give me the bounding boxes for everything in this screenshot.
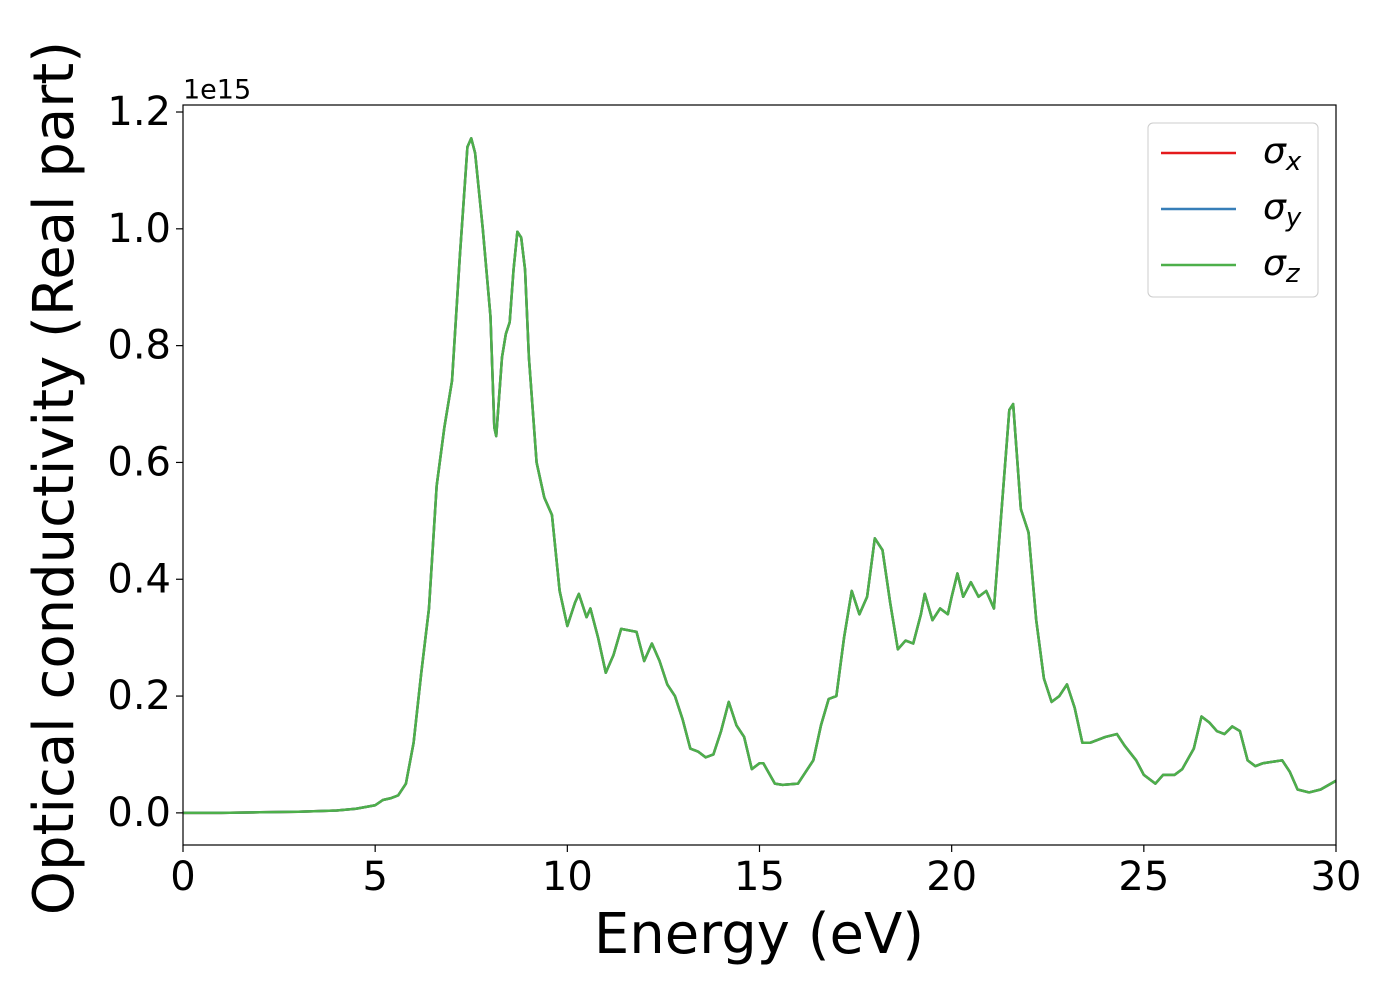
x-axis-label: Energy (eV) [594,902,924,967]
x-tick-label: 15 [734,854,785,900]
x-tick-label: 0 [170,854,195,900]
legend-label: σz [1263,243,1301,289]
legend-label: σy [1263,187,1302,233]
y-tick-label: 0.0 [107,790,171,836]
x-tick-label: 25 [1118,854,1169,900]
y-tick-label: 1.0 [107,206,171,252]
y-tick-label: 0.2 [107,673,171,719]
y-tick-label: 0.6 [107,439,171,485]
y-offset-label: 1e15 [183,75,251,106]
y-axis-label: Optical conductivity (Real part) [22,41,87,915]
x-tick-label: 20 [926,854,977,900]
x-tick-label: 5 [362,854,387,900]
series-line [183,137,1337,815]
y-tick-label: 1.2 [107,89,171,135]
y-tick-label: 0.4 [107,556,171,602]
x-tick-label: 10 [542,854,593,900]
plot-frame [182,104,1337,846]
legend-label: σx [1263,131,1302,177]
x-tick-label: 30 [1311,854,1362,900]
y-tick-label: 0.8 [107,323,171,369]
